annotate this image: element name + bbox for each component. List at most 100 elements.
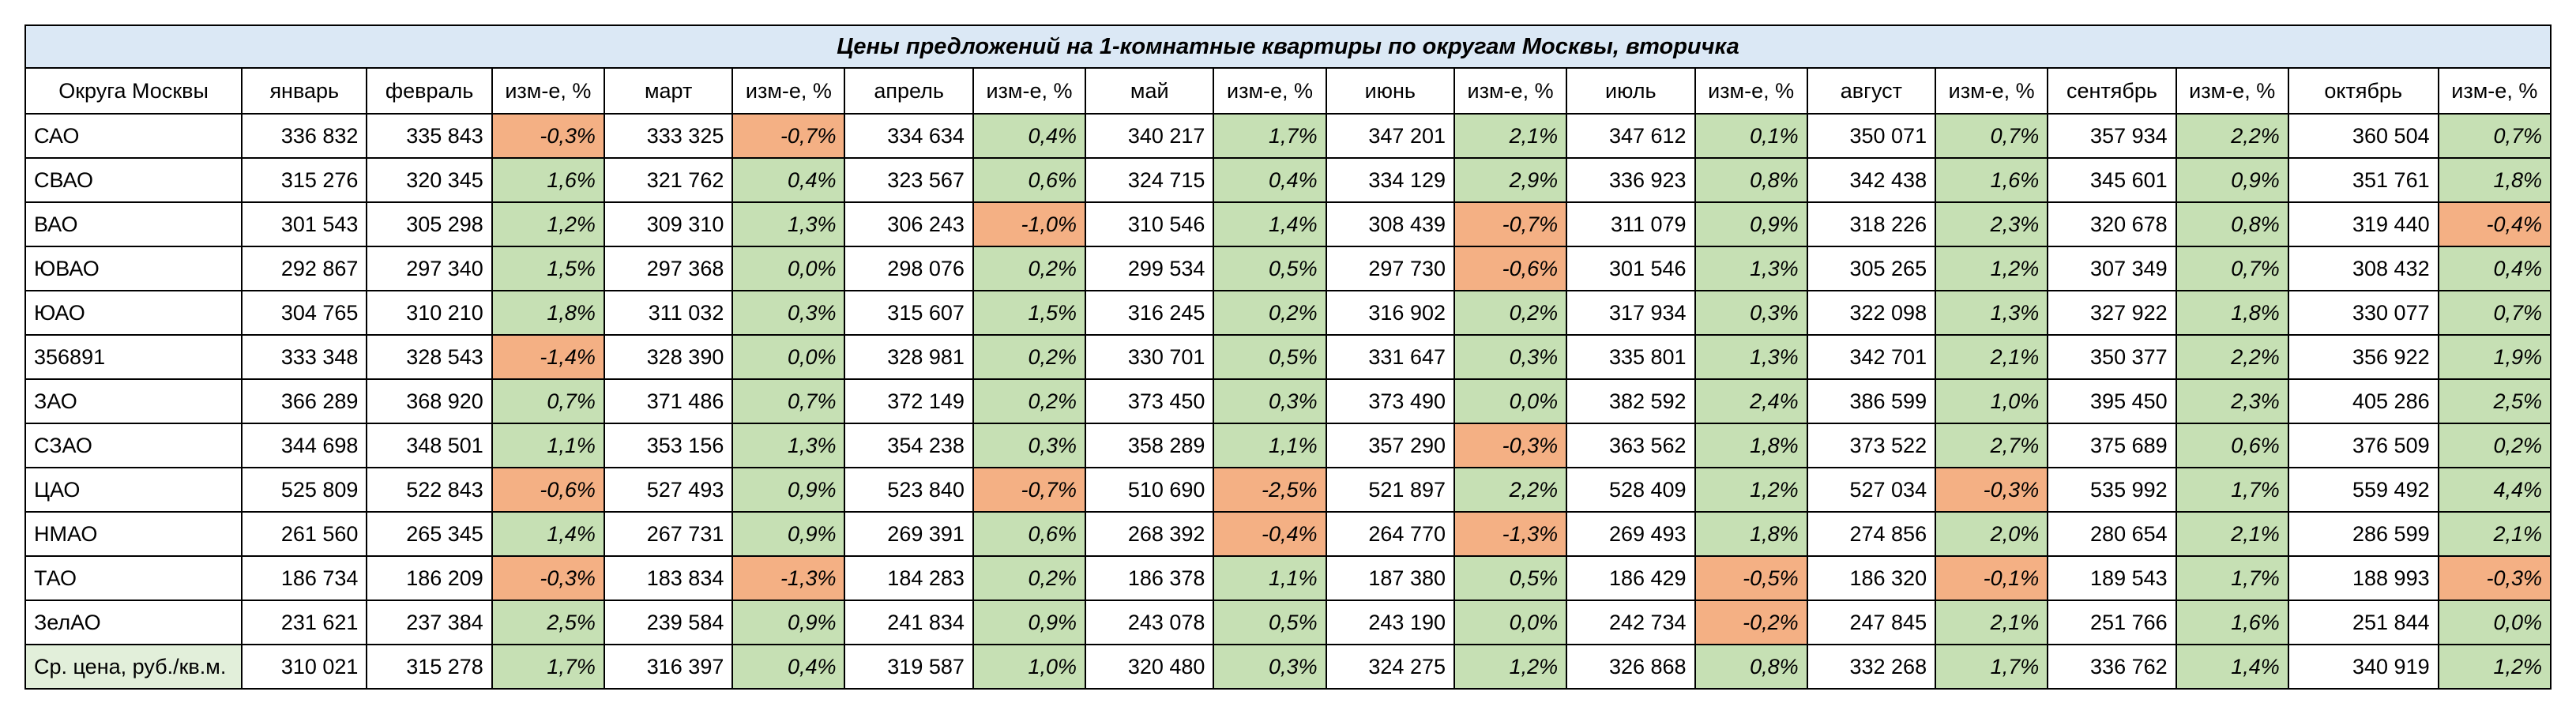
change-cell: -1,0% [972,201,1087,247]
price-cell: 522 843 [366,467,493,513]
change-cell: 1,8% [2437,157,2552,203]
header-change: изм-е, % [2437,67,2552,115]
change-cell: 0,8% [1694,644,1808,690]
change-cell: 0,9% [731,467,846,513]
change-cell: 1,2% [1935,246,2049,291]
change-cell: 1,6% [2175,600,2289,645]
change-cell: 2,1% [2175,511,2289,557]
header-month: июль [1566,67,1696,115]
price-cell: 371 486 [603,378,734,424]
change-cell: -0,5% [1694,555,1808,601]
change-cell: -1,3% [731,555,846,601]
change-cell: 0,7% [491,378,605,424]
change-cell: -0,6% [491,467,605,513]
price-cell: 336 762 [2047,644,2177,690]
price-cell: 241 834 [844,600,974,645]
change-cell: 2,5% [2437,378,2552,424]
price-cell: 373 490 [1325,378,1456,424]
price-cell: 344 698 [241,423,368,468]
price-cell: 318 226 [1806,201,1937,247]
district-name: ЦАО [24,467,243,513]
price-cell: 327 922 [2047,290,2177,336]
price-cell: 316 245 [1085,290,1215,336]
change-cell: 1,0% [1935,378,2049,424]
change-cell: 0,4% [1213,157,1327,203]
change-cell: 2,1% [1453,113,1568,159]
price-cell: 395 450 [2047,378,2177,424]
price-cell: 187 380 [1325,555,1456,601]
price-cell: 320 480 [1085,644,1215,690]
price-cell: 521 897 [1325,467,1456,513]
price-cell: 186 429 [1566,555,1696,601]
header-change: изм-е, % [1453,67,1568,115]
header-change: изм-е, % [1213,67,1327,115]
change-cell: 1,3% [1694,334,1808,380]
change-cell: 1,1% [1213,423,1327,468]
change-cell: 0,4% [731,157,846,203]
price-cell: 264 770 [1325,511,1456,557]
change-cell: 0,4% [731,644,846,690]
change-cell: 0,5% [1213,600,1327,645]
price-cell: 301 546 [1566,246,1696,291]
change-cell: -0,3% [491,555,605,601]
change-cell: 1,7% [2175,555,2289,601]
change-cell: -1,4% [491,334,605,380]
table-row: Ср. цена, руб./кв.м. 310 021 315 278 1,7% 31… [24,644,2552,690]
price-cell: 183 834 [603,555,734,601]
price-cell: 320 345 [366,157,493,203]
header-row: Округа Москвы январь февраль изм-е, % март из… [24,67,2552,115]
price-cell: 331 647 [1325,334,1456,380]
price-cell: 269 391 [844,511,974,557]
price-cell: 304 765 [241,290,368,336]
change-cell: 1,4% [2175,644,2289,690]
change-cell: 0,3% [731,290,846,336]
price-cell: 335 843 [366,113,493,159]
price-cell: 366 289 [241,378,368,424]
change-cell: 1,3% [731,423,846,468]
price-cell: 242 734 [1566,600,1696,645]
district-name: САО [24,113,243,159]
price-cell: 335 801 [1566,334,1696,380]
price-cell: 528 409 [1566,467,1696,513]
price-cell: 274 856 [1806,511,1937,557]
price-cell: 525 809 [241,467,368,513]
price-cell: 324 715 [1085,157,1215,203]
price-cell: 360 504 [2287,113,2439,159]
change-cell: 1,2% [2437,644,2552,690]
change-cell: 1,8% [1694,423,1808,468]
header-month: май [1085,67,1215,115]
price-table-container: Цены предложений на 1-комнатные квартиры… [24,24,2552,690]
change-cell: 1,8% [491,290,605,336]
change-cell: 0,7% [1935,113,2049,159]
header-change: изм-е, % [731,67,846,115]
header-change: изм-е, % [1694,67,1808,115]
change-cell: -0,2% [1694,600,1808,645]
table-row: ЮВАО 292 867 297 340 1,5% 297 368 0,0% 298 076… [24,246,2552,291]
change-cell: 0,1% [1694,113,1808,159]
price-cell: 353 156 [603,423,734,468]
district-name: ЮВАО [24,246,243,291]
change-cell: 0,0% [731,334,846,380]
change-cell: 2,2% [1453,467,1568,513]
price-cell: 297 340 [366,246,493,291]
change-cell: 0,7% [731,378,846,424]
price-cell: 358 289 [1085,423,1215,468]
price-cell: 376 509 [2287,423,2439,468]
header-month: февраль [366,67,493,115]
price-cell: 321 762 [603,157,734,203]
price-cell: 328 543 [366,334,493,380]
price-cell: 308 432 [2287,246,2439,291]
change-cell: 1,2% [1453,644,1568,690]
price-cell: 326 868 [1566,644,1696,690]
change-cell: 0,5% [1453,555,1568,601]
price-cell: 324 275 [1325,644,1456,690]
price-cell: 186 320 [1806,555,1937,601]
price-cell: 322 098 [1806,290,1937,336]
change-cell: 0,5% [1213,246,1327,291]
price-cell: 328 981 [844,334,974,380]
price-cell: 186 378 [1085,555,1215,601]
price-table: Цены предложений на 1-комнатные квартиры… [24,24,2552,690]
header-change: изм-е, % [491,67,605,115]
change-cell: 0,8% [1694,157,1808,203]
price-cell: 405 286 [2287,378,2439,424]
